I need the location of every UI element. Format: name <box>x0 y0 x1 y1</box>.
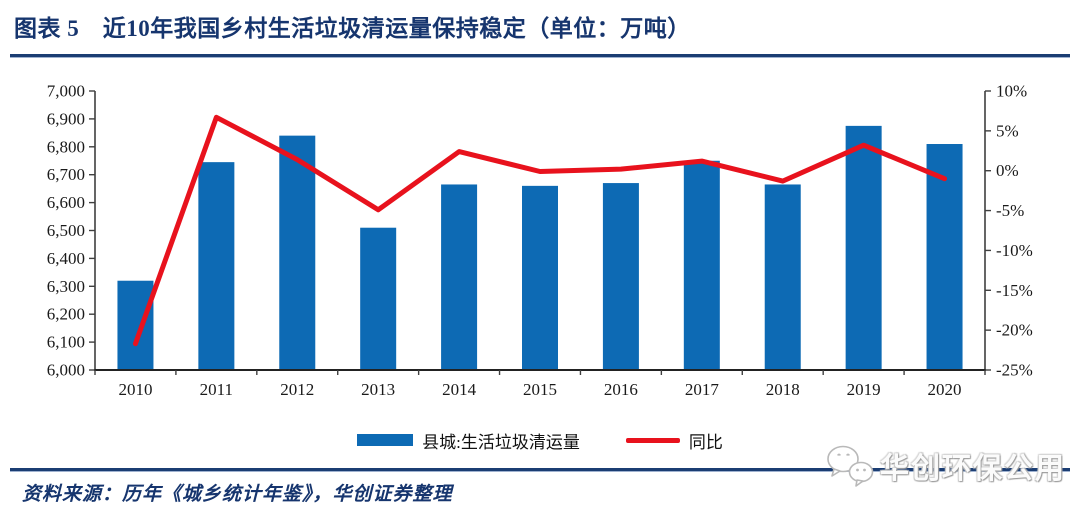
left-axis-tick-label: 6,700 <box>47 165 85 184</box>
right-axis-tick-label: 10% <box>996 82 1027 101</box>
watermark-text: 华创环保公用 <box>879 453 1066 485</box>
right-axis-tick-label: -5% <box>996 201 1024 220</box>
legend-bar-label: 县城:生活垃圾清运量 <box>422 432 580 452</box>
x-axis-category-label: 2017 <box>685 380 720 399</box>
left-axis-tick-label: 6,300 <box>47 277 85 296</box>
x-axis-category-label: 2016 <box>604 380 638 399</box>
bar <box>441 184 478 370</box>
left-axis-tick-label: 6,500 <box>47 221 85 240</box>
right-axis-tick-label: -20% <box>996 321 1033 340</box>
right-axis-tick-label: -10% <box>996 241 1033 260</box>
x-axis-category-label: 2019 <box>847 380 881 399</box>
bar-series-swatch <box>357 434 414 446</box>
left-axis-tick-label: 6,400 <box>47 249 85 268</box>
left-axis-tick-label: 7,000 <box>47 82 85 101</box>
title-divider <box>10 54 1070 57</box>
yoy-line <box>132 114 948 347</box>
bar <box>602 183 639 370</box>
left-axis-tick-label: 6,900 <box>47 109 85 128</box>
right-axis-tick-label: 5% <box>996 121 1019 140</box>
legend-item-line: 同比 <box>625 428 723 453</box>
bar <box>279 135 316 370</box>
x-axis-category-label: 2014 <box>442 380 477 399</box>
left-axis-tick-label: 6,200 <box>47 305 85 324</box>
x-axis-category-label: 2013 <box>361 380 395 399</box>
right-axis-tick-label: -15% <box>996 281 1033 300</box>
x-axis-category-label: 2018 <box>766 380 800 399</box>
left-axis-tick-label: 6,000 <box>47 361 85 380</box>
source-note: 资料来源：历年《城乡统计年鉴》，华创证券整理 <box>22 484 453 505</box>
line-series-swatch <box>625 437 680 443</box>
chart-legend: 县城:生活垃圾清运量 同比 <box>0 428 1080 453</box>
right-axis-tick-label: -25% <box>996 361 1033 380</box>
footer-divider <box>10 468 1070 471</box>
bar <box>764 184 801 370</box>
bar <box>360 227 397 370</box>
x-axis-category-label: 2012 <box>280 380 314 399</box>
x-axis-category-label: 2015 <box>523 380 557 399</box>
right-axis-tick-label: 0% <box>996 161 1019 180</box>
figure-title: 图表 5 近10年我国乡村生活垃圾清运量保持稳定（单位：万吨） <box>14 16 691 41</box>
bar <box>522 185 558 370</box>
bar <box>683 160 720 370</box>
left-axis-tick-label: 6,800 <box>47 137 85 156</box>
legend-line-label: 同比 <box>688 432 723 452</box>
wechat-icon <box>827 445 874 487</box>
x-axis-category-label: 2011 <box>200 380 233 399</box>
bar <box>926 144 963 370</box>
legend-item-bar: 县城:生活垃圾清运量 <box>357 428 580 453</box>
x-axis-category-label: 2010 <box>118 380 152 399</box>
bar-line-chart: 7,000 6,900 6,800 6,700 6,600 6,500 6,400 6,300… <box>47 82 1033 400</box>
bar <box>198 162 235 370</box>
bar <box>117 280 154 370</box>
bar <box>845 125 882 370</box>
left-axis-tick-label: 6,600 <box>47 193 85 212</box>
watermark: 华创环保公用 <box>824 441 1066 491</box>
left-axis-tick-label: 6,100 <box>47 333 85 352</box>
x-axis-category-label: 2020 <box>928 380 962 399</box>
